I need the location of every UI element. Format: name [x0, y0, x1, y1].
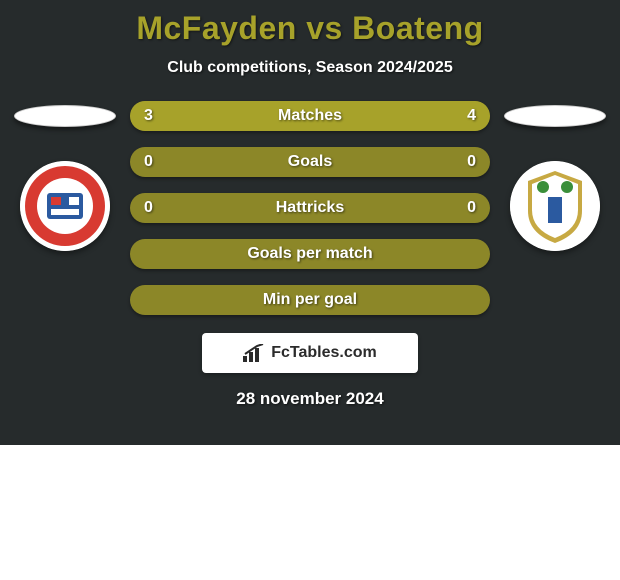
- right-player-column: [496, 105, 614, 251]
- stat-left-value: 0: [144, 153, 153, 171]
- right-badge-svg: [510, 161, 600, 251]
- main-row: 3 Matches 4 0 Goals 0 0 Hattricks 0 Goals per mat…: [0, 105, 620, 315]
- brand-chart-icon: [243, 344, 265, 362]
- left-badge-svg: [20, 161, 110, 251]
- stat-label: Goals per match: [247, 245, 372, 263]
- subtitle: Club competitions, Season 2024/2025: [0, 59, 620, 77]
- stat-label: Matches: [278, 107, 342, 125]
- page-title: McFayden vs Boateng: [0, 0, 620, 47]
- stat-label: Hattricks: [276, 199, 344, 217]
- stat-label: Goals: [288, 153, 332, 171]
- brand-text: FcTables.com: [271, 344, 377, 362]
- stat-label: Min per goal: [263, 291, 357, 309]
- right-flag-icon: [504, 105, 606, 127]
- stat-row: 3 Matches 4: [130, 101, 490, 131]
- stat-row: Min per goal: [130, 285, 490, 315]
- stat-left-value: 0: [144, 199, 153, 217]
- stats-bars: 3 Matches 4 0 Goals 0 0 Hattricks 0 Goals per mat…: [124, 101, 496, 315]
- stat-right-value: 0: [467, 153, 476, 171]
- stat-right-value: 4: [467, 107, 476, 125]
- left-flag-icon: [14, 105, 116, 127]
- stat-left-value: 3: [144, 107, 153, 125]
- right-club-badge: [510, 161, 600, 251]
- date-line: 28 november 2024: [0, 389, 620, 409]
- left-player-column: [6, 105, 124, 251]
- stat-row: 0 Goals 0: [130, 147, 490, 177]
- stat-row: 0 Hattricks 0: [130, 193, 490, 223]
- left-club-badge: [20, 161, 110, 251]
- brand-box[interactable]: FcTables.com: [202, 333, 418, 373]
- stat-right-value: 0: [467, 199, 476, 217]
- comparison-card: McFayden vs Boateng Club competitions, S…: [0, 0, 620, 445]
- stat-row: Goals per match: [130, 239, 490, 269]
